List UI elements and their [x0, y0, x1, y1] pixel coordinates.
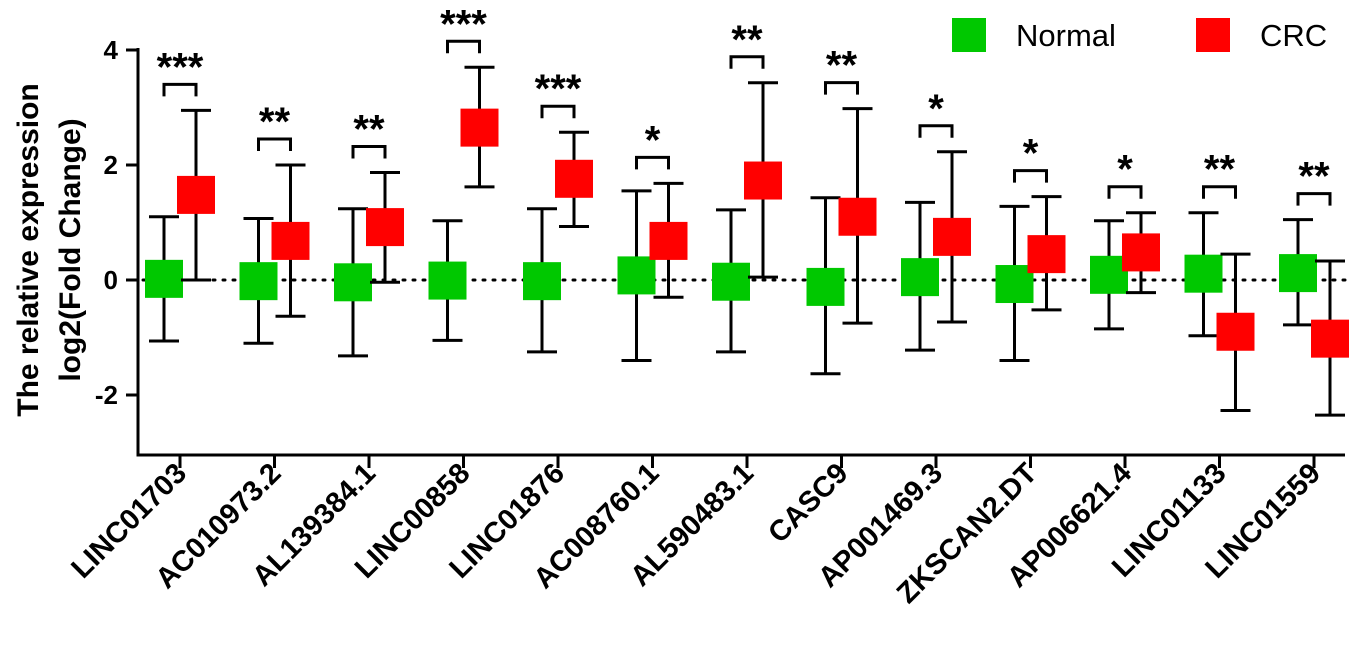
y-tick-label-3: -2: [95, 380, 118, 410]
crc-point-6: [744, 161, 782, 200]
significance-bracket-10: [1107, 185, 1143, 199]
legend-swatch-normal: [952, 18, 986, 52]
y-axis-title: The relative expression log2(Fold Change…: [12, 83, 87, 417]
significance-label-11: **: [1204, 148, 1236, 192]
significance-label-10: *: [1117, 148, 1133, 192]
significance-label-7: **: [826, 44, 858, 88]
normal-point-8: [901, 258, 939, 297]
crc-point-3: [460, 108, 499, 147]
significance-bracket-3: [446, 39, 481, 54]
y-tick-label-2: 0: [104, 265, 118, 295]
y-axis-label-line-1: The relative expression: [12, 83, 45, 417]
significance-label-12: **: [1298, 155, 1330, 199]
significance-label-2: **: [353, 107, 385, 151]
significance-label-1: **: [259, 100, 291, 144]
significance-annotations: ***** *************** * ** **: [157, 2, 1332, 206]
x-tick-label-7: CASC9: [762, 457, 854, 549]
significance-bracket-12: [1296, 192, 1332, 206]
significance-bracket-4: [540, 104, 576, 119]
crc-point-5: [649, 221, 688, 260]
significance-bracket-9: [1013, 169, 1048, 183]
y-axis-label-line-2: log2(Fold Change): [54, 118, 87, 381]
significance-label-3: ***: [440, 2, 487, 46]
significance-bracket-1: [257, 137, 292, 151]
normal-point-5: [617, 256, 656, 295]
normal-point-0: [145, 259, 183, 298]
crc-point-10: [1122, 233, 1160, 272]
significance-bracket-5: [635, 155, 670, 170]
significance-bracket-8: [918, 124, 954, 138]
crc-point-0: [177, 175, 215, 214]
legend: Normal CRC: [952, 18, 1327, 53]
significance-bracket-2: [351, 144, 387, 159]
significance-label-0: ***: [157, 45, 204, 89]
significance-bracket-6: [729, 55, 765, 69]
significance-bracket-7: [824, 81, 859, 95]
legend-label-crc: CRC: [1260, 18, 1327, 53]
normal-point-3: [428, 261, 467, 300]
normal-point-10: [1090, 255, 1128, 294]
crc-point-2: [366, 208, 404, 247]
normal-point-6: [712, 262, 750, 301]
legend-label-normal: Normal: [1016, 18, 1116, 53]
y-tick-label-0: 4: [104, 35, 119, 65]
normal-point-12: [1279, 254, 1317, 293]
crc-point-9: [1027, 235, 1066, 274]
significance-bracket-11: [1202, 185, 1237, 199]
crc-point-12: [1311, 319, 1349, 358]
significance-bracket-0: [162, 82, 198, 97]
crc-point-8: [933, 217, 971, 256]
data-marks: [145, 65, 1349, 417]
normal-point-7: [806, 267, 845, 306]
significance-label-5: *: [645, 118, 661, 162]
normal-point-11: [1184, 254, 1223, 293]
crc-point-4: [555, 159, 593, 198]
significance-label-4: ***: [535, 67, 582, 111]
normal-point-2: [334, 263, 372, 302]
normal-point-9: [995, 265, 1034, 304]
normal-point-1: [239, 262, 278, 301]
y-tick-label-1: 2: [104, 150, 118, 180]
normal-point-4: [523, 262, 561, 301]
crc-point-7: [838, 197, 877, 236]
crc-point-1: [271, 221, 310, 260]
crc-point-11: [1216, 312, 1255, 351]
significance-label-6: **: [731, 18, 763, 62]
legend-swatch-crc: [1196, 18, 1230, 52]
significance-label-9: *: [1023, 132, 1039, 176]
significance-label-8: *: [928, 87, 944, 131]
